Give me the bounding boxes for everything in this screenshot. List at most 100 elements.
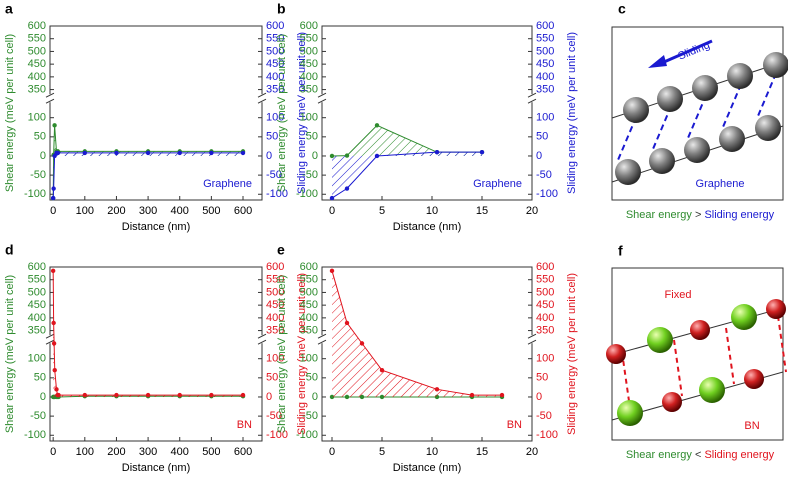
y2-tick-label: 600 xyxy=(266,20,284,32)
y2-tick-label: 500 xyxy=(266,286,284,298)
hatch-area xyxy=(53,152,244,199)
y-tick-label: 50 xyxy=(34,131,46,143)
break-mark xyxy=(527,92,537,98)
y2-tick-label: 350 xyxy=(266,83,284,95)
y-tick-label: 100 xyxy=(300,112,318,124)
y-tick-label: 100 xyxy=(300,353,318,365)
axis-break xyxy=(528,335,536,344)
y2-tick-label: 0 xyxy=(266,150,272,162)
y-tick-label: 50 xyxy=(34,372,46,384)
break-mark xyxy=(527,339,537,345)
data-point xyxy=(469,392,475,398)
atom xyxy=(615,159,641,185)
break-mark xyxy=(317,98,327,104)
break-mark xyxy=(257,333,267,339)
y2-axis-label: Sliding energy (meV per unit cell) xyxy=(566,32,578,194)
data-point xyxy=(145,392,151,398)
data-point xyxy=(344,320,350,326)
axis-break xyxy=(318,335,326,344)
y-tick-label: -50 xyxy=(30,169,46,181)
data-point xyxy=(51,186,56,191)
x-tick-label: 100 xyxy=(76,446,94,458)
relation-text: Shear energy > Sliding energy xyxy=(626,209,775,221)
y-tick-label: 350 xyxy=(300,324,318,336)
x-tick-label: 15 xyxy=(476,446,488,458)
y-tick-label: 350 xyxy=(28,324,46,336)
y-tick-label: 0 xyxy=(312,150,318,162)
axis-break xyxy=(46,335,54,344)
axis-break xyxy=(258,94,266,103)
arrow-head xyxy=(648,55,667,68)
x-tick-label: 500 xyxy=(202,446,220,458)
y2-tick-label: -50 xyxy=(266,169,282,181)
y2-tick-label: 400 xyxy=(536,71,554,83)
atom xyxy=(766,299,786,319)
y2-tick-label: 400 xyxy=(536,312,554,324)
x-tick-label: 5 xyxy=(379,205,385,217)
data-point xyxy=(240,392,246,398)
atom xyxy=(617,400,643,426)
hatch-area xyxy=(332,125,482,156)
x-tick-label: 200 xyxy=(107,205,125,217)
left-term: Shear energy xyxy=(626,209,693,221)
y2-tick-label: -50 xyxy=(266,410,282,422)
data-point xyxy=(374,153,380,159)
x-axis-label: Distance (nm) xyxy=(122,221,190,233)
break-mark xyxy=(527,333,537,339)
y2-tick-label: 50 xyxy=(266,131,278,143)
y2-tick-label: -50 xyxy=(536,169,552,181)
y-axis-label: Shear energy (meV per unit cell) xyxy=(276,34,288,192)
x-tick-label: 20 xyxy=(526,446,538,458)
data-point xyxy=(434,149,440,155)
y2-tick-label: 450 xyxy=(536,299,554,311)
hatch-area xyxy=(53,270,244,397)
y-tick-label: 550 xyxy=(300,274,318,286)
y2-tick-label: 100 xyxy=(266,353,284,365)
axis-break xyxy=(258,335,266,344)
arrow-shaft xyxy=(663,39,713,64)
annotation: Graphene xyxy=(203,178,252,190)
y2-tick-label: 500 xyxy=(266,45,284,57)
data-point xyxy=(51,341,57,346)
atom xyxy=(692,75,718,101)
atom xyxy=(719,126,745,152)
data-point xyxy=(52,123,57,128)
bond-dash xyxy=(621,351,631,409)
y2-tick-label: 450 xyxy=(266,299,284,311)
data-point xyxy=(329,195,335,201)
y-tick-label: 500 xyxy=(300,286,318,298)
series-line xyxy=(52,152,244,199)
y-tick-label: 550 xyxy=(28,274,46,286)
bond-dash xyxy=(777,315,787,373)
break-mark xyxy=(45,339,55,345)
right-term: Sliding energy xyxy=(704,449,774,461)
plot-frame xyxy=(321,25,533,201)
panel-label: a xyxy=(5,1,13,17)
break-mark xyxy=(257,98,267,104)
atom xyxy=(763,52,788,78)
x-tick-label: 15 xyxy=(476,205,488,217)
data-point xyxy=(240,150,246,156)
panel-label: d xyxy=(5,242,14,258)
annotation: BN xyxy=(237,419,252,431)
y2-tick-label: 0 xyxy=(536,391,542,403)
y-tick-label: -100 xyxy=(296,429,318,441)
y-tick-label: 50 xyxy=(306,131,318,143)
y-tick-label: 450 xyxy=(300,58,318,70)
data-point xyxy=(359,341,365,346)
data-point xyxy=(82,392,88,398)
y2-axis-label: Sliding energy (meV per unit cell) xyxy=(296,32,308,194)
right-term: Sliding energy xyxy=(704,209,774,221)
y2-tick-label: 0 xyxy=(536,150,542,162)
atom xyxy=(647,327,673,353)
break-mark xyxy=(317,333,327,339)
y2-tick-label: 400 xyxy=(266,312,284,324)
plot-frame xyxy=(321,266,533,442)
diagram-frame xyxy=(611,26,784,201)
left-term: Shear energy xyxy=(626,449,693,461)
y2-tick-label: 550 xyxy=(536,274,554,286)
data-point xyxy=(209,150,214,156)
y-tick-label: 450 xyxy=(28,299,46,311)
y-tick-label: -50 xyxy=(302,410,318,422)
